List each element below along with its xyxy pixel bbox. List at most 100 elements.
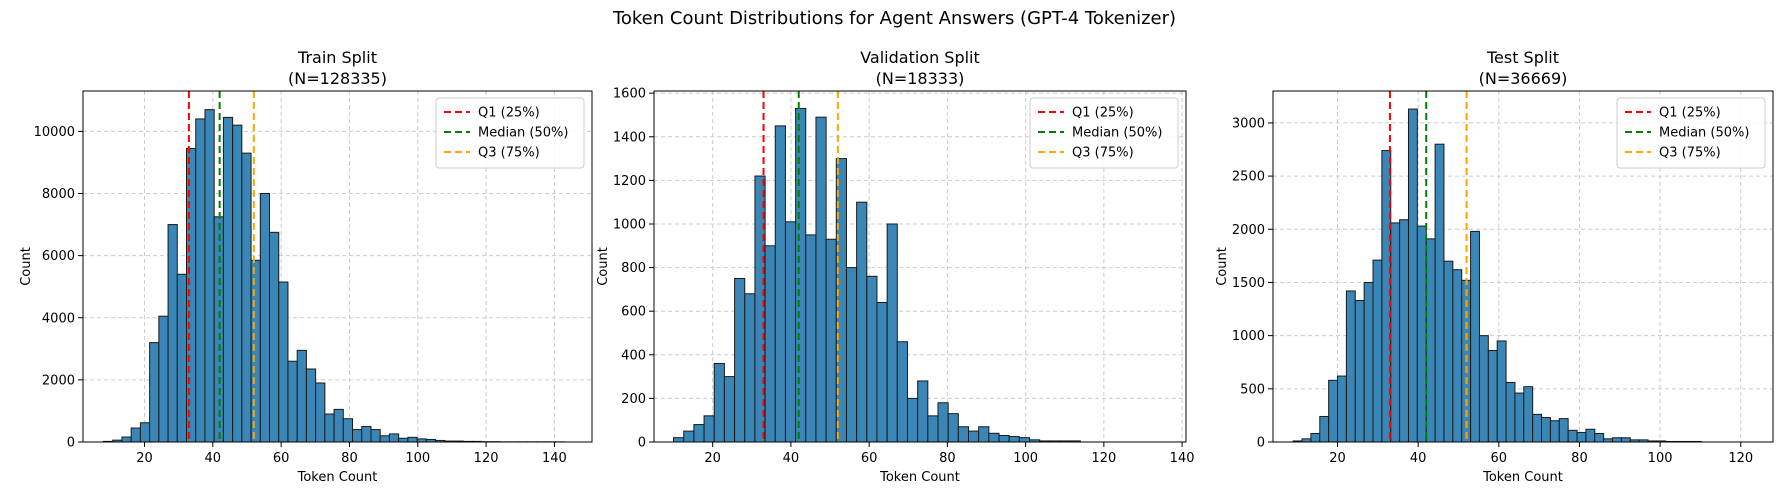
histogram-bar [1019,438,1029,442]
histogram-bar [745,294,755,442]
x-axis-label: Token Count [879,470,960,485]
legend: Q1 (25%)Median (50%)Q3 (75%) [436,98,584,168]
histogram-bar [1311,433,1320,442]
x-tick-label: 60 [1491,451,1508,466]
histogram-bar [1400,220,1409,442]
histogram-bar [796,108,806,442]
histogram-bar [1338,376,1347,442]
histogram-bar [297,350,306,442]
histogram-bar [325,414,334,442]
histogram-bar [150,343,159,442]
histogram-bar [979,427,989,442]
x-tick-label: 100 [1013,451,1038,466]
x-tick-label: 140 [1170,451,1195,466]
histogram-bar [1515,393,1524,442]
histogram-bar [288,361,297,442]
x-tick-label: 20 [136,451,153,466]
histogram-bar [389,434,398,442]
histogram-bar [1471,231,1480,442]
x-tick-label: 100 [405,451,430,466]
y-tick-label: 1500 [1232,276,1265,291]
histogram-bar [306,369,315,442]
histogram-bar [1346,291,1355,442]
x-tick-label: 80 [939,451,956,466]
histogram-bar [1533,414,1542,442]
histogram-bar [140,423,149,442]
histogram-bar [928,416,938,442]
histogram-bar [1479,336,1488,442]
x-tick-label: 60 [861,451,878,466]
histogram-bar [1488,351,1497,442]
histogram-bar [1435,144,1444,442]
histogram-bar [735,278,745,442]
histogram-bar [205,110,214,442]
histogram-bar [724,377,734,442]
subplot-subtitle: (N=18333) [876,69,965,88]
histogram-bar [674,438,684,442]
histogram-bar [334,409,343,442]
histogram-bar [857,202,867,442]
histogram-bar [251,260,260,442]
histogram-bar [1355,301,1364,442]
histogram-bar [1613,438,1622,442]
histogram-bar [1586,429,1595,442]
legend-entry: Q1 (25%) [1659,106,1721,121]
histogram-bar [1621,438,1630,442]
x-tick-label: 140 [542,451,567,466]
legend-entry: Q3 (75%) [478,146,540,161]
histogram-bar [1444,261,1453,442]
histogram-bar [704,416,714,442]
histogram-bar [816,117,826,442]
y-tick-label: 400 [621,348,646,363]
histogram-bar [948,414,958,442]
subplot-title: Train Split [297,48,377,67]
histogram-bar [279,282,288,442]
histogram-bar [684,431,694,442]
histogram-bar [159,316,168,442]
histogram-bar [887,224,897,442]
histogram-bar [826,239,836,442]
y-tick-label: 3000 [1232,116,1265,131]
y-tick-label: 8000 [42,187,75,202]
histogram-bar [233,125,242,442]
x-tick-label: 120 [1728,451,1753,466]
legend-entry: Median (50%) [1659,126,1749,141]
legend: Q1 (25%)Median (50%)Q3 (75%) [1617,98,1765,168]
y-tick-label: 0 [638,436,646,451]
x-tick-label: 40 [205,451,222,466]
histogram-bar [989,433,999,442]
y-tick-label: 4000 [42,311,75,326]
histogram-bar [168,225,177,442]
x-tick-label: 80 [341,451,358,466]
histogram-bar [897,342,907,442]
histogram-bar [765,246,775,442]
histogram-bar [907,398,917,442]
histogram-bar [380,436,389,442]
y-axis-label: Count [1215,247,1230,286]
x-tick-label: 120 [1091,451,1116,466]
histogram-bar [867,276,877,442]
x-tick-label: 40 [1410,451,1427,466]
y-axis-label: Count [596,247,611,286]
histogram-bar [343,419,352,442]
histogram-bar [1550,421,1559,442]
histogram-bar [371,430,380,442]
x-axis-label: Token Count [1482,470,1563,485]
histogram-bar [958,427,968,442]
subplot-title: Test Split [1486,48,1559,67]
histogram-bar [877,302,887,442]
y-tick-label: 200 [621,392,646,407]
histogram-bar [122,437,131,442]
histogram-bar [969,431,979,442]
histogram-bar [177,274,186,442]
x-tick-label: 60 [273,451,290,466]
legend-entry: Median (50%) [478,126,568,141]
y-tick-label: 800 [621,261,646,276]
histogram-bar [1391,223,1400,442]
histogram-bar [362,426,371,442]
y-tick-label: 1000 [613,217,646,232]
